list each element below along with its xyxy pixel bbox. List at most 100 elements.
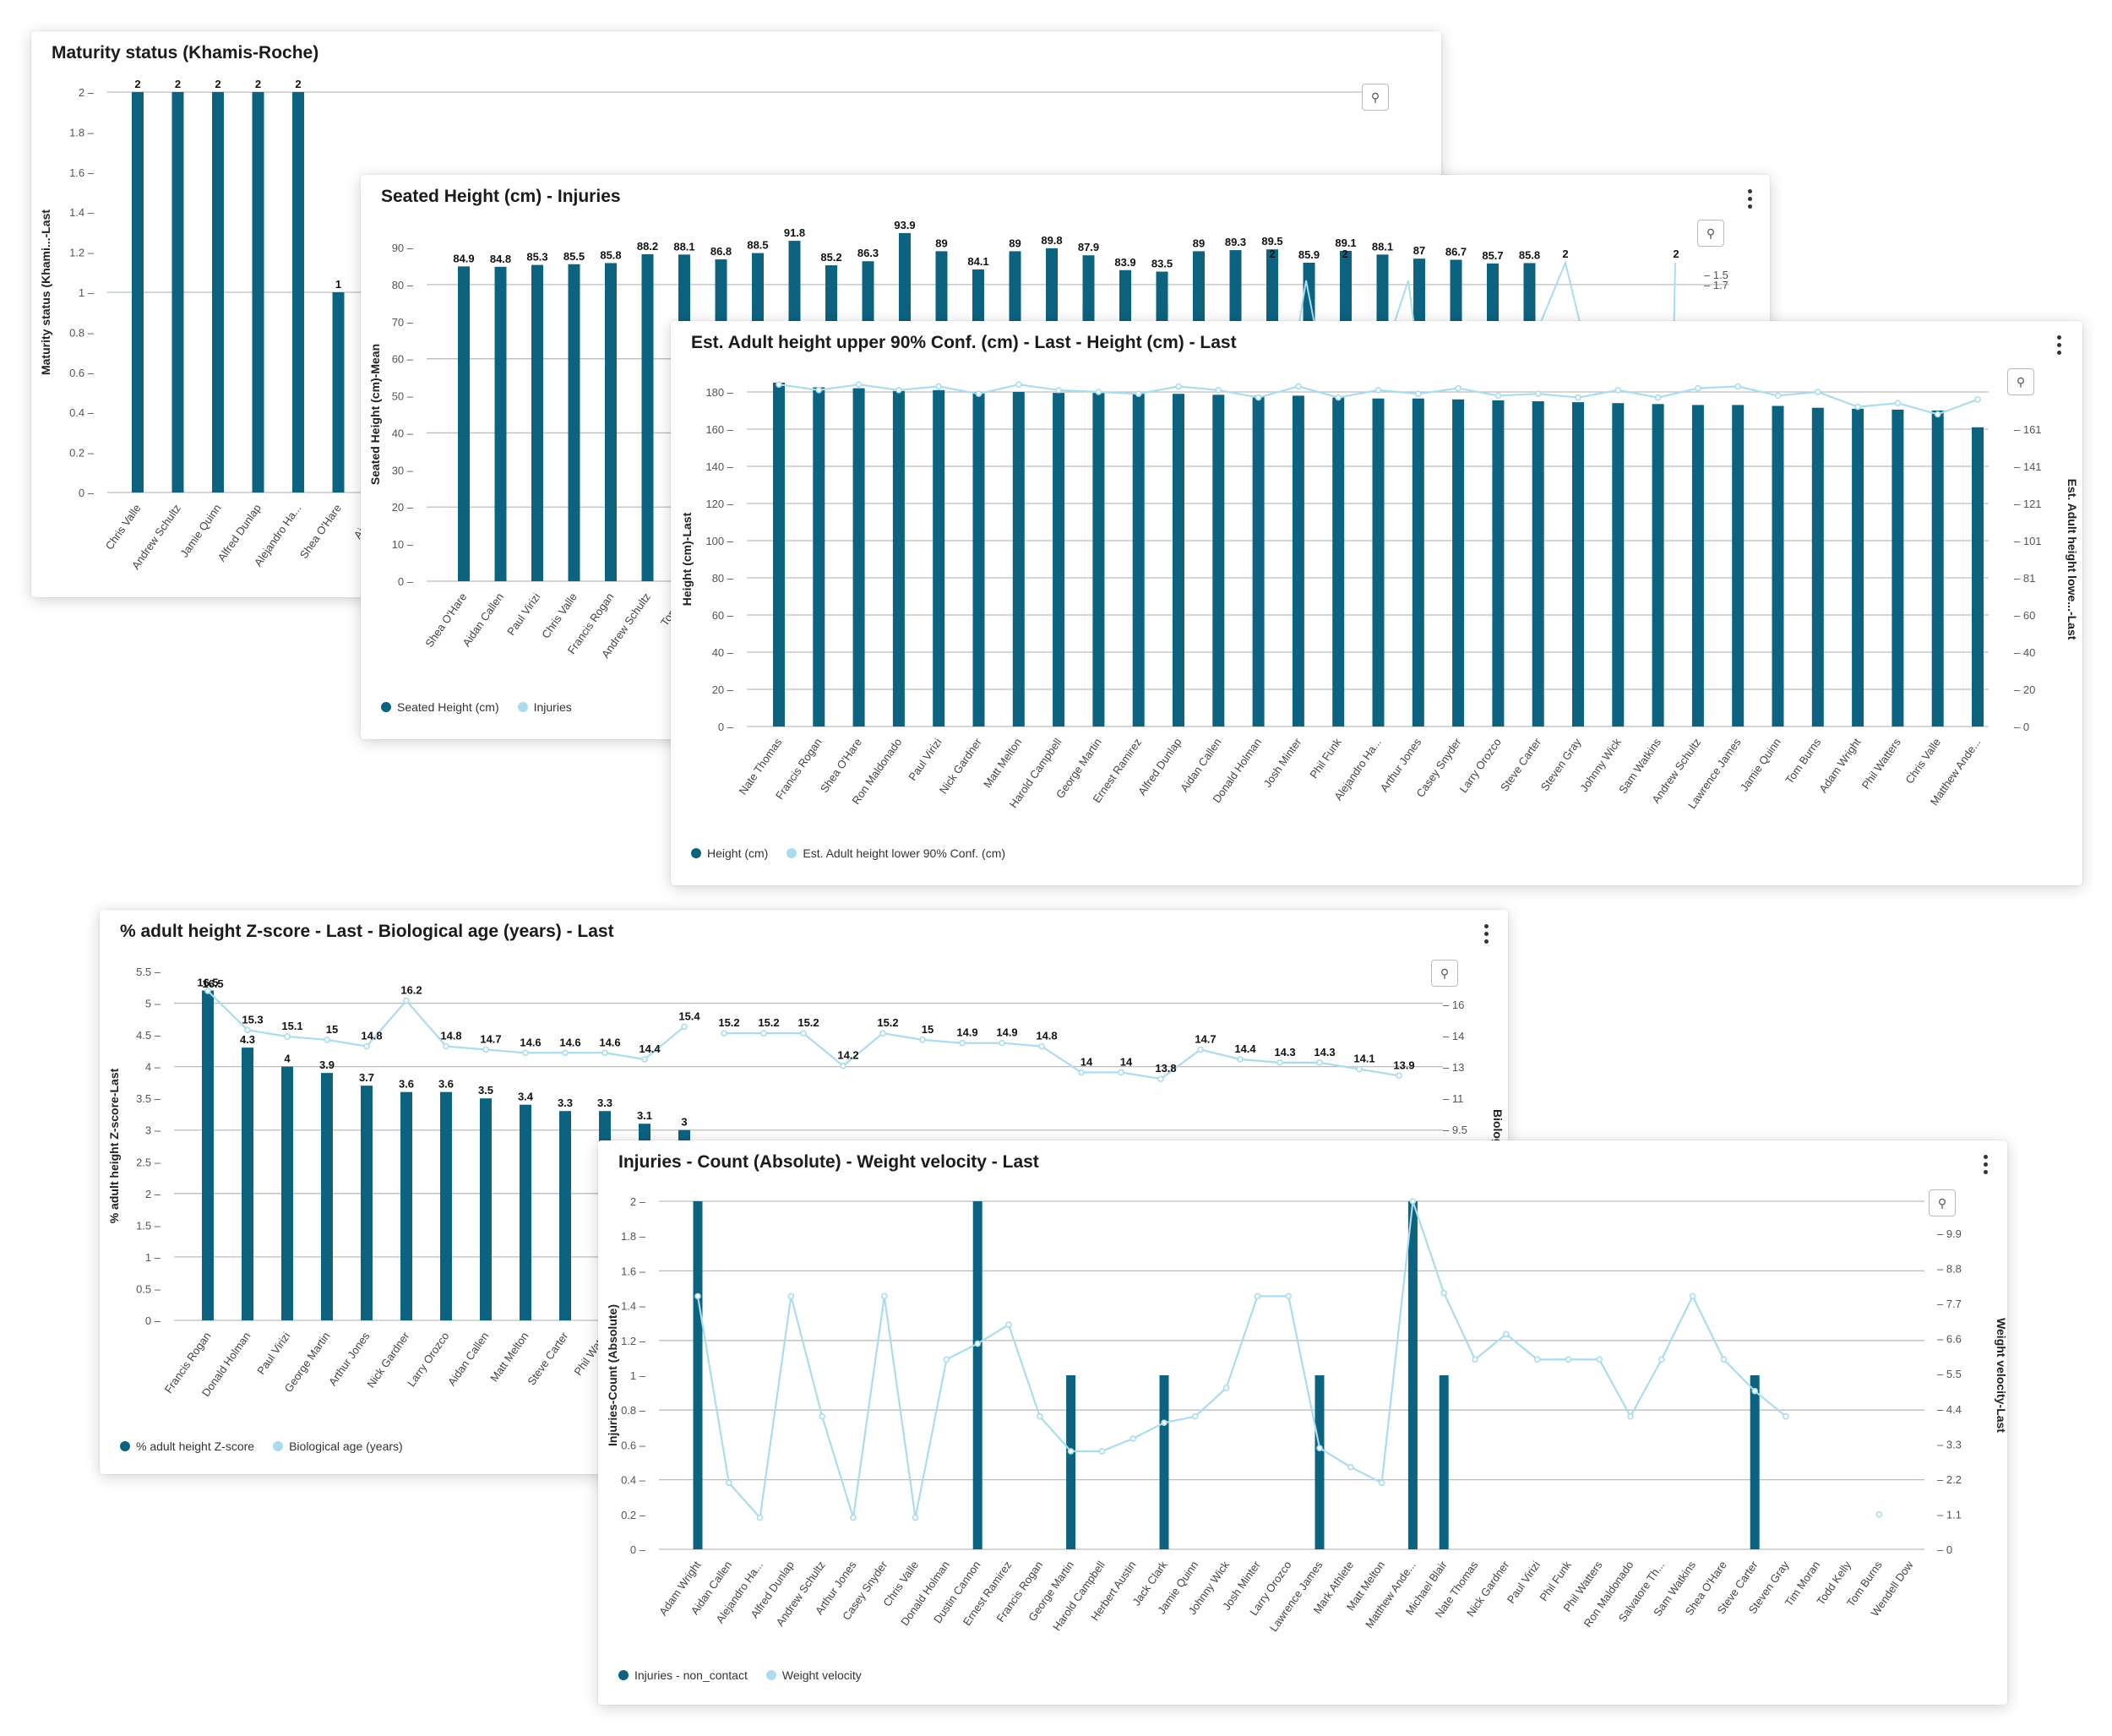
x-tick-label: Larry Orozco bbox=[405, 1330, 451, 1389]
bar-value-label: 85.8 bbox=[1519, 248, 1540, 261]
zoom-icon[interactable]: ⚲ bbox=[1697, 220, 1724, 247]
zoom-icon[interactable]: ⚲ bbox=[1929, 1189, 1956, 1216]
bar-value-label: 3.4 bbox=[518, 1091, 534, 1103]
more-options-icon[interactable] bbox=[1745, 187, 1754, 212]
x-tick-label: Nick Gardner bbox=[937, 736, 985, 797]
bar-value-label: 84.1 bbox=[967, 255, 988, 268]
x-tick-label: Arthur Jones bbox=[1378, 736, 1424, 794]
bar-value-label: 2 bbox=[295, 78, 301, 90]
y2-tick-label: – 60 bbox=[2014, 609, 2035, 622]
line-value-label: 14.7 bbox=[1195, 1032, 1216, 1045]
line-value-label: 14.8 bbox=[1036, 1030, 1057, 1042]
y-tick-label: 2 – bbox=[145, 1188, 161, 1200]
series-point bbox=[1658, 1356, 1665, 1363]
injuries-chart-card: Injuries - Count (Absolute) - Weight vel… bbox=[598, 1140, 2007, 1705]
chart-legend: % adult height Z-score Biological age (y… bbox=[120, 1439, 403, 1453]
zoom-icon[interactable]: ⚲ bbox=[2007, 368, 2034, 395]
legend-label: Est. Adult height lower 90% Conf. (cm) bbox=[803, 846, 1006, 860]
y2-tick-label: – 14 bbox=[1443, 1030, 1464, 1042]
bar bbox=[480, 1098, 492, 1320]
x-tick-label: Alfred Dunlap bbox=[1135, 736, 1184, 797]
series-point bbox=[522, 1049, 529, 1057]
legend-item[interactable]: Height (cm) bbox=[691, 846, 768, 860]
bar bbox=[132, 92, 144, 493]
y-tick-label: 0.6 – bbox=[621, 1439, 646, 1451]
legend-swatch bbox=[273, 1441, 284, 1451]
y2-tick-label: – 8.8 bbox=[1937, 1263, 1962, 1276]
bar-value-label: 4.3 bbox=[240, 1033, 255, 1046]
y-tick-label: 80 – bbox=[392, 279, 414, 291]
y-tick-label: 140 – bbox=[705, 460, 733, 473]
y-axis-label: Height (cm)-Last bbox=[680, 512, 694, 606]
legend-item[interactable]: Seated Height (cm) bbox=[381, 700, 499, 714]
more-options-icon[interactable] bbox=[2055, 333, 2063, 358]
legend-label: Height (cm) bbox=[707, 846, 769, 860]
series-point bbox=[1533, 1356, 1541, 1363]
legend-label: Injuries - non_contact bbox=[634, 1668, 748, 1682]
more-options-icon[interactable] bbox=[1482, 922, 1490, 947]
bar bbox=[520, 1104, 531, 1320]
series-point bbox=[1575, 394, 1581, 401]
line-value-label: 2 bbox=[1673, 248, 1679, 260]
line-value-label: 13.8 bbox=[1155, 1062, 1176, 1075]
x-tick-label: Tom Burns bbox=[1783, 736, 1823, 786]
bar bbox=[202, 990, 214, 1320]
y-tick-label: 3.5 – bbox=[136, 1092, 161, 1105]
y2-axis-label: Est. Adult height lowe...-Last bbox=[2066, 479, 2079, 640]
bar bbox=[892, 390, 905, 727]
y-tick-label: 70 – bbox=[392, 316, 414, 329]
y2-tick-label: – 7.7 bbox=[1937, 1298, 1962, 1310]
bar bbox=[212, 92, 224, 493]
bar-value-label: 3.1 bbox=[637, 1109, 652, 1122]
bar-value-label: 2 bbox=[255, 78, 261, 90]
y-tick-label: 0.6 – bbox=[69, 367, 95, 379]
legend-item[interactable]: Biological age (years) bbox=[273, 1439, 403, 1453]
y2-tick-label: – 13 bbox=[1443, 1061, 1464, 1074]
bar-value-label: 2 bbox=[215, 78, 220, 90]
y2-tick-label: – 121 bbox=[2014, 498, 2042, 510]
legend-item[interactable]: Weight velocity bbox=[765, 1668, 862, 1682]
y-tick-label: 0 – bbox=[630, 1543, 646, 1556]
series-point bbox=[776, 381, 782, 388]
y2-tick-label: – 9.5 bbox=[1443, 1124, 1467, 1136]
y-tick-label: 0.4 – bbox=[621, 1474, 646, 1487]
legend-label: Biological age (years) bbox=[289, 1439, 403, 1453]
series-point bbox=[324, 1037, 330, 1043]
legend-item[interactable]: Injuries bbox=[517, 700, 572, 714]
series-point bbox=[975, 390, 983, 397]
y-tick-label: 60 – bbox=[712, 609, 734, 622]
bar bbox=[1492, 400, 1505, 727]
bar-value-label: 84.8 bbox=[490, 253, 511, 265]
series-point bbox=[880, 1292, 888, 1300]
legend-item[interactable]: Injuries - non_contact bbox=[618, 1668, 748, 1682]
bar bbox=[1572, 402, 1584, 727]
series-point bbox=[1038, 1042, 1045, 1050]
bar bbox=[1212, 395, 1225, 727]
y2-tick-label: – 101 bbox=[2014, 535, 2042, 547]
zoom-icon[interactable]: ⚲ bbox=[1362, 84, 1389, 111]
legend-item[interactable]: Est. Adult height lower 90% Conf. (cm) bbox=[787, 846, 1005, 860]
y2-tick-label: – 0 bbox=[2014, 721, 2029, 733]
y-tick-label: 5 – bbox=[145, 998, 161, 1010]
line-value-label: 16.2 bbox=[400, 984, 422, 997]
series-point bbox=[1734, 383, 1741, 390]
zoom-icon[interactable]: ⚲ bbox=[1431, 960, 1458, 987]
chart-title: Est. Adult height upper 90% Conf. (cm) -… bbox=[691, 333, 1237, 352]
series-point bbox=[1378, 1479, 1385, 1487]
bar bbox=[361, 1086, 373, 1320]
more-options-icon[interactable] bbox=[1981, 1152, 1990, 1178]
bar-value-label: 85.3 bbox=[526, 251, 547, 264]
y-tick-label: 0.2 – bbox=[69, 447, 95, 460]
bar bbox=[1652, 404, 1664, 727]
series-point bbox=[1098, 1448, 1106, 1455]
bar bbox=[693, 1201, 703, 1549]
legend-label: % adult height Z-score bbox=[136, 1439, 255, 1453]
y-tick-label: 1.6 – bbox=[69, 166, 95, 179]
y-tick-label: 90 – bbox=[392, 242, 414, 254]
x-tick-label: Chris Valle bbox=[539, 590, 580, 640]
series-point bbox=[1254, 1292, 1261, 1300]
line-value-label: 14.7 bbox=[480, 1032, 501, 1045]
line-value-label: 15.4 bbox=[678, 1009, 700, 1022]
bar bbox=[242, 1048, 253, 1320]
legend-item[interactable]: % adult height Z-score bbox=[120, 1439, 254, 1453]
